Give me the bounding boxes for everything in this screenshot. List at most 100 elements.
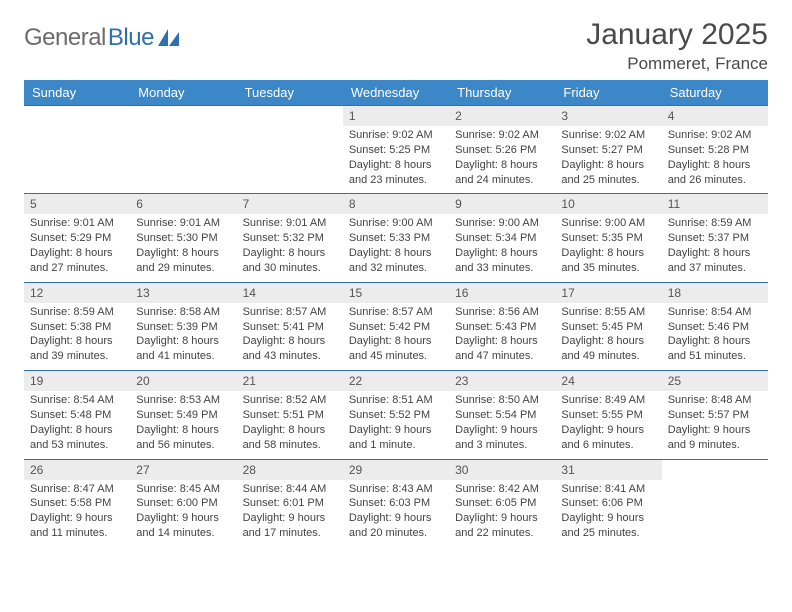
day-number: 4 bbox=[662, 106, 768, 127]
sunset-text: Sunset: 5:45 PM bbox=[561, 320, 655, 335]
daylight-text: Daylight: 8 hours and 41 minutes. bbox=[136, 334, 230, 364]
sunrise-text: Sunrise: 8:44 AM bbox=[243, 482, 337, 497]
sunrise-text: Sunrise: 8:54 AM bbox=[668, 305, 762, 320]
day-details: Sunrise: 8:49 AMSunset: 5:55 PMDaylight:… bbox=[555, 391, 661, 459]
day-details: Sunrise: 8:59 AMSunset: 5:37 PMDaylight:… bbox=[662, 214, 768, 282]
daylight-text: Daylight: 8 hours and 53 minutes. bbox=[30, 423, 124, 453]
day-number: 8 bbox=[343, 194, 449, 215]
day-header-row: SundayMondayTuesdayWednesdayThursdayFrid… bbox=[24, 80, 768, 106]
day-details: Sunrise: 8:58 AMSunset: 5:39 PMDaylight:… bbox=[130, 303, 236, 371]
empty-cell bbox=[237, 106, 343, 127]
day-details: Sunrise: 8:53 AMSunset: 5:49 PMDaylight:… bbox=[130, 391, 236, 459]
day-details: Sunrise: 8:54 AMSunset: 5:46 PMDaylight:… bbox=[662, 303, 768, 371]
day-number: 17 bbox=[555, 282, 661, 303]
sunrise-text: Sunrise: 8:56 AM bbox=[455, 305, 549, 320]
sunset-text: Sunset: 5:39 PM bbox=[136, 320, 230, 335]
sunset-text: Sunset: 5:26 PM bbox=[455, 143, 549, 158]
day-details: Sunrise: 8:47 AMSunset: 5:58 PMDaylight:… bbox=[24, 480, 130, 547]
daylight-text: Daylight: 9 hours and 1 minute. bbox=[349, 423, 443, 453]
sunset-text: Sunset: 6:01 PM bbox=[243, 496, 337, 511]
day-number: 2 bbox=[449, 106, 555, 127]
sunrise-text: Sunrise: 8:43 AM bbox=[349, 482, 443, 497]
daylight-text: Daylight: 8 hours and 26 minutes. bbox=[668, 158, 762, 188]
sunset-text: Sunset: 6:05 PM bbox=[455, 496, 549, 511]
sunset-text: Sunset: 5:52 PM bbox=[349, 408, 443, 423]
day-number: 3 bbox=[555, 106, 661, 127]
sunset-text: Sunset: 5:55 PM bbox=[561, 408, 655, 423]
sunrise-text: Sunrise: 8:53 AM bbox=[136, 393, 230, 408]
week-daynum-row: 567891011 bbox=[24, 194, 768, 215]
daylight-text: Daylight: 9 hours and 25 minutes. bbox=[561, 511, 655, 541]
day-header: Wednesday bbox=[343, 80, 449, 106]
day-number: 16 bbox=[449, 282, 555, 303]
empty-cell bbox=[237, 126, 343, 194]
location-label: Pommeret, France bbox=[586, 54, 768, 74]
day-header: Friday bbox=[555, 80, 661, 106]
sunrise-text: Sunrise: 8:54 AM bbox=[30, 393, 124, 408]
empty-cell bbox=[662, 480, 768, 547]
sunset-text: Sunset: 5:57 PM bbox=[668, 408, 762, 423]
daylight-text: Daylight: 9 hours and 17 minutes. bbox=[243, 511, 337, 541]
empty-cell bbox=[662, 459, 768, 480]
day-number: 13 bbox=[130, 282, 236, 303]
sunset-text: Sunset: 5:34 PM bbox=[455, 231, 549, 246]
daylight-text: Daylight: 9 hours and 11 minutes. bbox=[30, 511, 124, 541]
sunset-text: Sunset: 5:41 PM bbox=[243, 320, 337, 335]
sunrise-text: Sunrise: 8:51 AM bbox=[349, 393, 443, 408]
sunrise-text: Sunrise: 9:01 AM bbox=[243, 216, 337, 231]
sunset-text: Sunset: 5:32 PM bbox=[243, 231, 337, 246]
daylight-text: Daylight: 8 hours and 51 minutes. bbox=[668, 334, 762, 364]
day-details: Sunrise: 8:54 AMSunset: 5:48 PMDaylight:… bbox=[24, 391, 130, 459]
daylight-text: Daylight: 8 hours and 30 minutes. bbox=[243, 246, 337, 276]
day-details: Sunrise: 9:01 AMSunset: 5:32 PMDaylight:… bbox=[237, 214, 343, 282]
sunrise-text: Sunrise: 8:55 AM bbox=[561, 305, 655, 320]
day-details: Sunrise: 9:00 AMSunset: 5:33 PMDaylight:… bbox=[343, 214, 449, 282]
daylight-text: Daylight: 9 hours and 20 minutes. bbox=[349, 511, 443, 541]
day-details: Sunrise: 8:51 AMSunset: 5:52 PMDaylight:… bbox=[343, 391, 449, 459]
sunrise-text: Sunrise: 8:52 AM bbox=[243, 393, 337, 408]
daylight-text: Daylight: 8 hours and 47 minutes. bbox=[455, 334, 549, 364]
week-detail-row: Sunrise: 8:47 AMSunset: 5:58 PMDaylight:… bbox=[24, 480, 768, 547]
sunset-text: Sunset: 5:58 PM bbox=[30, 496, 124, 511]
day-header: Sunday bbox=[24, 80, 130, 106]
sunrise-text: Sunrise: 9:00 AM bbox=[455, 216, 549, 231]
day-number: 31 bbox=[555, 459, 661, 480]
day-number: 29 bbox=[343, 459, 449, 480]
day-number: 28 bbox=[237, 459, 343, 480]
day-number: 12 bbox=[24, 282, 130, 303]
day-details: Sunrise: 8:45 AMSunset: 6:00 PMDaylight:… bbox=[130, 480, 236, 547]
daylight-text: Daylight: 8 hours and 29 minutes. bbox=[136, 246, 230, 276]
daylight-text: Daylight: 8 hours and 32 minutes. bbox=[349, 246, 443, 276]
empty-cell bbox=[130, 126, 236, 194]
week-detail-row: Sunrise: 8:54 AMSunset: 5:48 PMDaylight:… bbox=[24, 391, 768, 459]
day-details: Sunrise: 8:59 AMSunset: 5:38 PMDaylight:… bbox=[24, 303, 130, 371]
daylight-text: Daylight: 8 hours and 33 minutes. bbox=[455, 246, 549, 276]
sunrise-text: Sunrise: 8:59 AM bbox=[30, 305, 124, 320]
day-number: 15 bbox=[343, 282, 449, 303]
empty-cell bbox=[130, 106, 236, 127]
day-number: 20 bbox=[130, 371, 236, 392]
daylight-text: Daylight: 9 hours and 14 minutes. bbox=[136, 511, 230, 541]
day-details: Sunrise: 9:01 AMSunset: 5:30 PMDaylight:… bbox=[130, 214, 236, 282]
daylight-text: Daylight: 9 hours and 6 minutes. bbox=[561, 423, 655, 453]
sunrise-text: Sunrise: 9:01 AM bbox=[136, 216, 230, 231]
day-number: 6 bbox=[130, 194, 236, 215]
day-number: 30 bbox=[449, 459, 555, 480]
day-number: 10 bbox=[555, 194, 661, 215]
page-header: General Blue January 2025 Pommeret, Fran… bbox=[24, 18, 768, 74]
daylight-text: Daylight: 8 hours and 45 minutes. bbox=[349, 334, 443, 364]
day-number: 23 bbox=[449, 371, 555, 392]
calendar-table: SundayMondayTuesdayWednesdayThursdayFrid… bbox=[24, 80, 768, 547]
sunrise-text: Sunrise: 8:42 AM bbox=[455, 482, 549, 497]
daylight-text: Daylight: 8 hours and 58 minutes. bbox=[243, 423, 337, 453]
week-daynum-row: 1234 bbox=[24, 106, 768, 127]
sunset-text: Sunset: 5:35 PM bbox=[561, 231, 655, 246]
sunset-text: Sunset: 5:51 PM bbox=[243, 408, 337, 423]
logo: General Blue bbox=[24, 24, 180, 52]
sunset-text: Sunset: 6:00 PM bbox=[136, 496, 230, 511]
day-header: Thursday bbox=[449, 80, 555, 106]
day-number: 22 bbox=[343, 371, 449, 392]
week-daynum-row: 12131415161718 bbox=[24, 282, 768, 303]
sunset-text: Sunset: 5:30 PM bbox=[136, 231, 230, 246]
sunset-text: Sunset: 5:42 PM bbox=[349, 320, 443, 335]
